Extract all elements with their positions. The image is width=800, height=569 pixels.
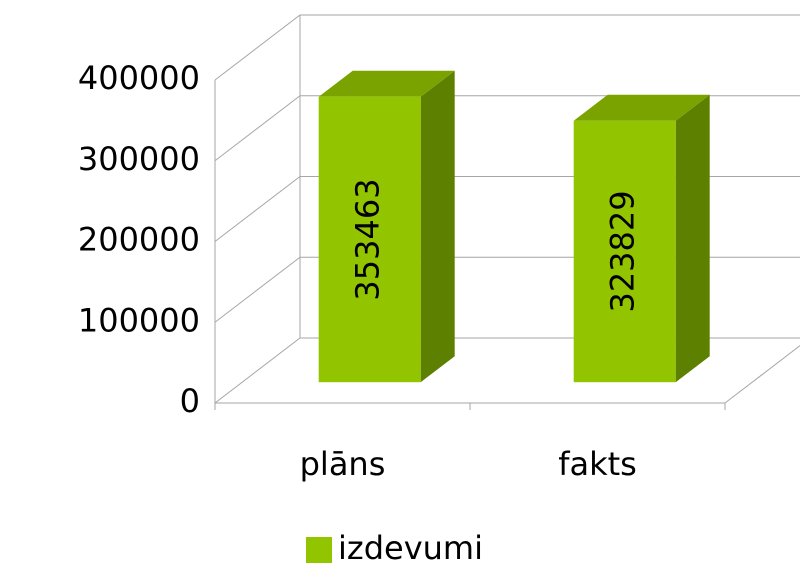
y-tick-label: 300000	[78, 140, 200, 178]
y-tick-label: 200000	[78, 221, 200, 259]
bar-front	[573, 120, 676, 383]
bar	[318, 70, 455, 383]
bar-top	[318, 70, 455, 97]
bar-side	[675, 94, 710, 383]
bar-front	[318, 96, 421, 383]
x-tick-label: fakts	[558, 445, 637, 483]
y-tick-label: 100000	[78, 301, 200, 339]
grid-line	[214, 95, 800, 162]
grid-line	[214, 256, 800, 323]
bar-side	[420, 70, 455, 383]
grid-line	[214, 337, 800, 404]
bar-top	[573, 94, 710, 121]
legend-swatch	[306, 537, 332, 563]
grid-line	[214, 14, 800, 81]
floor-edge	[724, 345, 800, 404]
legend-label: izdevumi	[338, 529, 483, 567]
x-tick-label: plāns	[300, 445, 386, 483]
y-tick-label: 0	[180, 382, 200, 420]
bar	[573, 94, 710, 383]
grid-line	[214, 176, 800, 242]
data-label: 323829	[604, 190, 642, 312]
y-tick-label: 400000	[78, 59, 200, 97]
data-label: 353463	[349, 178, 387, 300]
